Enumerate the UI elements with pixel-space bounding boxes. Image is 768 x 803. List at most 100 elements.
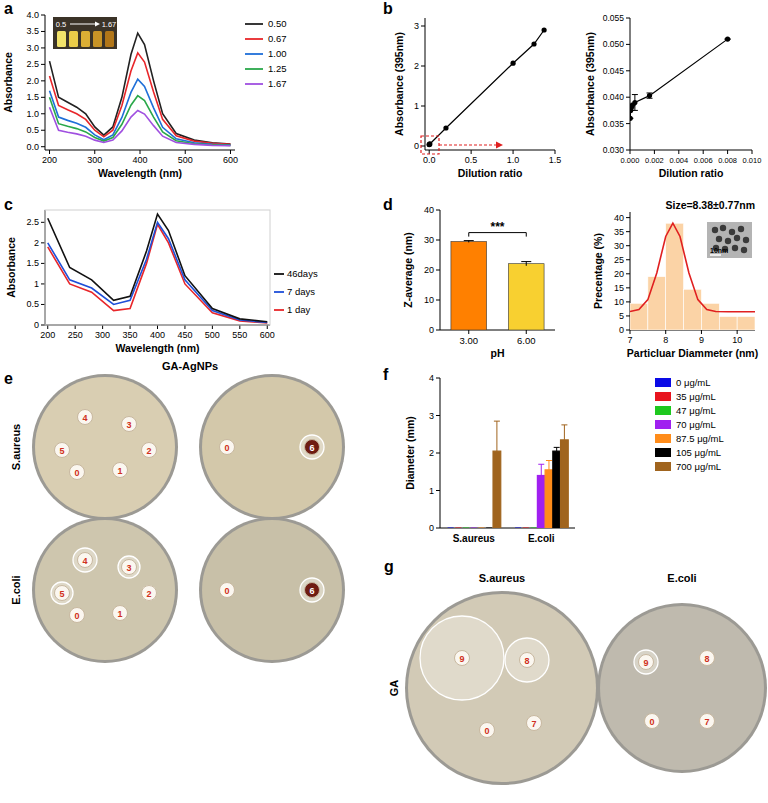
- histogram-bar: [719, 317, 737, 330]
- y-tick: [626, 245, 630, 246]
- data-point: [632, 100, 637, 105]
- y-axis: [630, 18, 631, 150]
- y-tick: [41, 325, 45, 326]
- row-label: E.coli: [10, 575, 22, 604]
- disc-label: 6: [309, 443, 314, 453]
- inset-arrowhead: [95, 22, 100, 27]
- tem-particle: [734, 235, 740, 241]
- x-tick-label: 0.008: [718, 156, 737, 165]
- axes: 010203040pHZ-average (nm): [402, 205, 555, 359]
- inset-label: 1.67: [102, 20, 117, 29]
- petri-dish: 435201: [32, 517, 178, 663]
- chart-title: Size=8.38±0.77nm: [665, 199, 755, 211]
- y-tick-label: 30: [614, 241, 624, 251]
- spectrum-line: [50, 33, 231, 144]
- tem-particle: [712, 227, 718, 233]
- disc: [639, 655, 654, 670]
- inhibition-zone: [634, 650, 658, 674]
- disc: [645, 714, 660, 729]
- panel-label: g: [384, 558, 394, 575]
- y-tick: [436, 270, 440, 271]
- plot-area: [427, 27, 547, 147]
- plot-frame: [45, 210, 270, 325]
- disc: [142, 443, 157, 458]
- panel-label: b: [383, 0, 393, 17]
- y-axis-label: Absorbance: [5, 237, 17, 298]
- y-tick-label: 35: [614, 227, 624, 237]
- y-tick: [41, 146, 45, 147]
- zoom-box: [421, 136, 439, 154]
- disc-label: 6: [309, 586, 314, 596]
- y-tick-label: 1: [34, 279, 39, 289]
- disc: [480, 723, 495, 738]
- data-point: [443, 125, 448, 130]
- y-tick-label: 0.035: [603, 119, 625, 129]
- x-tick-label: 0.002: [645, 156, 664, 165]
- disc: [55, 443, 70, 458]
- x-tick: [239, 325, 240, 329]
- error-bar: [478, 528, 484, 529]
- disc-label: 8: [704, 654, 709, 664]
- spectrum-line: [50, 107, 231, 146]
- y-tick: [41, 64, 45, 65]
- y-tick: [436, 453, 440, 454]
- x-axis: [425, 150, 555, 151]
- x-tick: [630, 150, 631, 154]
- y-tick-label: 0.040: [603, 92, 625, 102]
- error-bar: [523, 528, 529, 529]
- x-tick: [468, 330, 469, 334]
- y-tick: [41, 15, 45, 16]
- disc-label: 0: [224, 443, 229, 453]
- disc-label: 2: [146, 589, 151, 599]
- y-tick: [421, 26, 425, 27]
- disc-label: 2: [146, 446, 151, 456]
- x-tick-label: 0.0: [423, 155, 436, 165]
- error-bar: [494, 421, 500, 451]
- legend-label: 0 μg/mL: [676, 377, 711, 388]
- tem-particle: [720, 225, 726, 231]
- x-tick: [471, 150, 472, 154]
- disc: [305, 440, 320, 455]
- histogram-bar: [737, 317, 755, 330]
- bar: [530, 527, 538, 528]
- error-bar: [448, 528, 454, 529]
- zoom-arrowhead: [496, 142, 503, 149]
- histogram-bar: [630, 303, 648, 330]
- plot-area: [630, 223, 755, 330]
- vial: [93, 31, 102, 47]
- x-axis-label: Dilution ratio: [458, 167, 523, 179]
- agar: [35, 377, 175, 517]
- x-tick-label: 200: [40, 330, 55, 340]
- y-axis-label: Precentage (%): [592, 233, 604, 309]
- y-axis-label: Z-average (nm): [402, 232, 414, 307]
- y-axis-label: Absorbance (395nm): [584, 32, 596, 136]
- legend-swatch: [274, 273, 284, 275]
- y-tick-label: 2: [429, 448, 434, 458]
- tem-particle: [716, 236, 722, 242]
- bar: [485, 527, 493, 528]
- x-tick-label: 0.010: [743, 156, 762, 165]
- disc-label: 5: [59, 446, 64, 456]
- y-tick-label: 5: [619, 311, 624, 321]
- x-tick: [654, 150, 655, 154]
- disc-label: 9: [643, 658, 648, 668]
- y-tick: [436, 240, 440, 241]
- row-label: S.aureus: [10, 424, 22, 470]
- dish-rim: [32, 517, 178, 663]
- x-tick-label: 500: [205, 330, 220, 340]
- error-bar: [546, 461, 552, 470]
- x-tick: [703, 150, 704, 154]
- dish-rim: [199, 517, 345, 663]
- tem-particle: [725, 238, 731, 244]
- x-tick: [212, 325, 213, 329]
- x-tick: [701, 330, 702, 334]
- bar: [470, 527, 478, 528]
- inhibition-zone: [51, 582, 73, 604]
- x-tick: [727, 150, 728, 154]
- y-tick: [421, 106, 425, 107]
- legend-label: 700 μg/mL: [676, 461, 721, 472]
- x-tick-label: 500: [178, 155, 193, 165]
- axes: 01234Diameter (mm): [404, 373, 575, 533]
- x-axis-label: Dilution ratio: [659, 167, 724, 179]
- y-tick-label: 2.5: [26, 217, 39, 227]
